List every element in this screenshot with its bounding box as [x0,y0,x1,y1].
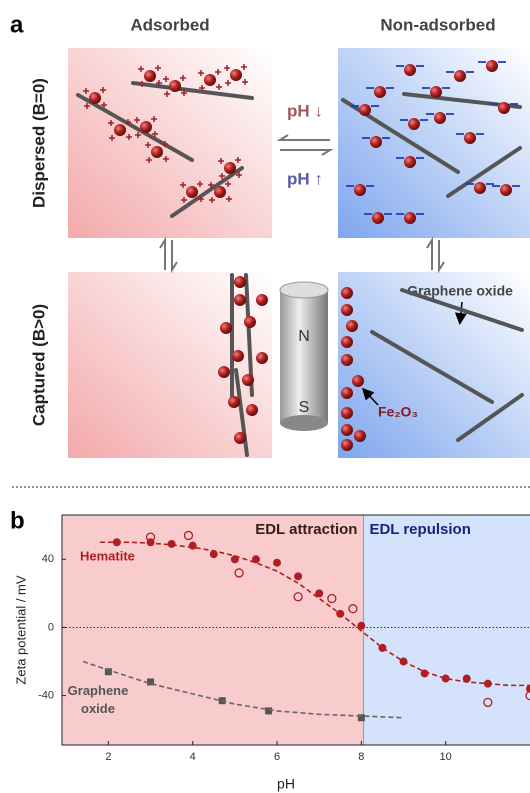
particle [354,184,366,196]
point [294,572,302,580]
particle [214,186,226,198]
x-tick-label: 6 [274,751,280,763]
particle [454,70,466,82]
particle [346,320,358,332]
particle [372,212,384,224]
row-header: Dispersed (B=0) [29,78,48,208]
page: a Adsorbed Non-adsorbed Dispersed (B=0) … [0,0,530,793]
equilibrium-arrow [160,240,444,270]
magnet-top [280,282,328,298]
particle [242,374,254,386]
y-tick-label: -40 [38,689,54,701]
particle [341,439,353,451]
particle [341,287,353,299]
particle [341,407,353,419]
particle [234,294,246,306]
magnet-bottom [280,415,328,431]
particle [234,432,246,444]
series-label: Hematite [80,548,135,563]
particle [144,70,156,82]
particle [169,80,181,92]
particle [218,366,230,378]
particle [220,322,232,334]
panel-a: a Adsorbed Non-adsorbed Dispersed (B=0) … [10,11,530,458]
particle [228,396,240,408]
panel-label: b [10,507,25,534]
point [265,707,272,714]
particle [430,86,442,98]
particle [246,404,258,416]
particle [244,316,256,328]
particle [474,182,486,194]
y-tick-label: 40 [42,553,54,565]
x-tick-label: 10 [440,751,452,763]
x-axis-label: pH [277,776,295,792]
ph-label: pH ↓ [287,101,323,120]
particle [341,387,353,399]
x-tick-label: 4 [190,751,196,763]
particle [498,102,510,114]
particle [256,294,268,306]
box [338,48,530,238]
particle [354,430,366,442]
particle [359,104,371,116]
particle [234,276,246,288]
x-tick-label: 2 [105,751,111,763]
particle [352,375,364,387]
figure: a Adsorbed Non-adsorbed Dispersed (B=0) … [0,0,530,793]
x-tick-label: 8 [358,751,364,763]
particle [224,162,236,174]
particle [404,212,416,224]
particle [341,424,353,436]
point [189,542,197,550]
region [363,515,530,745]
particle [404,64,416,76]
equilibrium-arrow [280,135,330,155]
particle [230,69,242,81]
particle [500,184,512,196]
magnet-pole: S [299,399,310,416]
row-header: Captured (B>0) [29,304,48,426]
particle [341,304,353,316]
particle [464,132,476,144]
particle [370,136,382,148]
annotation: Fe₂O₃ [378,404,418,420]
y-tick-label: 0 [48,621,54,633]
particle [374,86,386,98]
particle [89,92,101,104]
ph-label: pH ↑ [287,169,323,188]
particle [186,186,198,198]
point [273,559,281,567]
column-header: Non-adsorbed [380,15,495,34]
particle [140,121,152,133]
particle [204,74,216,86]
particle [434,112,446,124]
particle [408,118,420,130]
series-label: Graphene oxide [58,682,138,718]
particle [404,156,416,168]
particle [486,60,498,72]
region-label: EDL repulsion [369,521,470,538]
particle [232,350,244,362]
column-header: Adsorbed [130,15,209,34]
particle [114,124,126,136]
particle [341,336,353,348]
particle [151,146,163,158]
magnet-pole: N [298,328,310,345]
particle [341,354,353,366]
panel-label: a [10,11,24,38]
y-axis-label: Zeta potential / mV [13,575,28,684]
particle [256,352,268,364]
region-label: EDL attraction [255,521,357,538]
